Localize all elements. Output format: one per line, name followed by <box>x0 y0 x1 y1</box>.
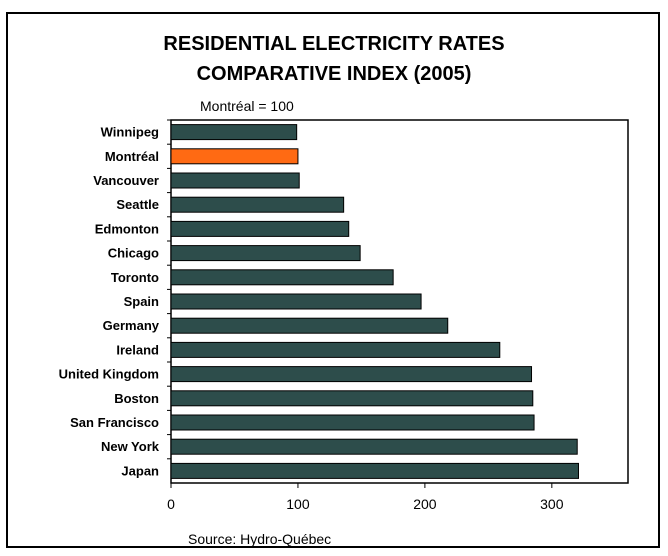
bar-edmonton <box>170 220 350 237</box>
category-label: Chicago <box>108 246 159 261</box>
chart-subtitle: Montréal = 100 <box>200 98 294 114</box>
category-label: Seattle <box>116 197 159 212</box>
bar-seattle <box>170 196 345 213</box>
plot-area: Winnipeg Montréal Vancouver Seattle Edmonton… <box>59 119 629 512</box>
x-tick-label: 300 <box>540 496 564 512</box>
x-tick-label: 0 <box>167 496 175 512</box>
source-note: Source: Hydro-Québec <box>188 531 332 547</box>
bar-montr-al <box>170 148 299 165</box>
category-label: Spain <box>124 294 159 309</box>
bar-boston <box>170 390 534 407</box>
bar-vancouver <box>170 172 300 189</box>
bar-germany <box>170 317 449 334</box>
x-tick-label: 100 <box>286 496 310 512</box>
category-label: Japan <box>121 463 159 478</box>
bar-ireland <box>170 341 501 358</box>
category-label: New York <box>101 439 160 454</box>
category-label: Winnipeg <box>101 125 159 140</box>
bar-san-francisco <box>170 414 535 431</box>
bar-new-york <box>170 438 578 455</box>
category-label: United Kingdom <box>59 367 159 382</box>
bar-toronto <box>170 269 394 286</box>
bar-japan <box>170 462 579 479</box>
bar-spain <box>170 293 422 310</box>
category-label: Germany <box>103 318 160 333</box>
category-label: San Francisco <box>70 415 159 430</box>
category-label: Edmonton <box>95 221 159 236</box>
category-label: Boston <box>114 391 159 406</box>
bar-winnipeg <box>170 124 298 141</box>
chart-title-line1: RESIDENTIAL ELECTRICITY RATES <box>163 33 505 55</box>
category-label: Ireland <box>116 342 159 357</box>
category-label: Montréal <box>105 149 159 164</box>
chart-title-line2: COMPARATIVE INDEX (2005) <box>196 63 472 85</box>
category-label: Vancouver <box>93 173 159 188</box>
x-tick-label: 200 <box>413 496 437 512</box>
bar-chicago <box>170 245 361 262</box>
bar-united-kingdom <box>170 366 533 383</box>
category-label: Toronto <box>111 270 159 285</box>
